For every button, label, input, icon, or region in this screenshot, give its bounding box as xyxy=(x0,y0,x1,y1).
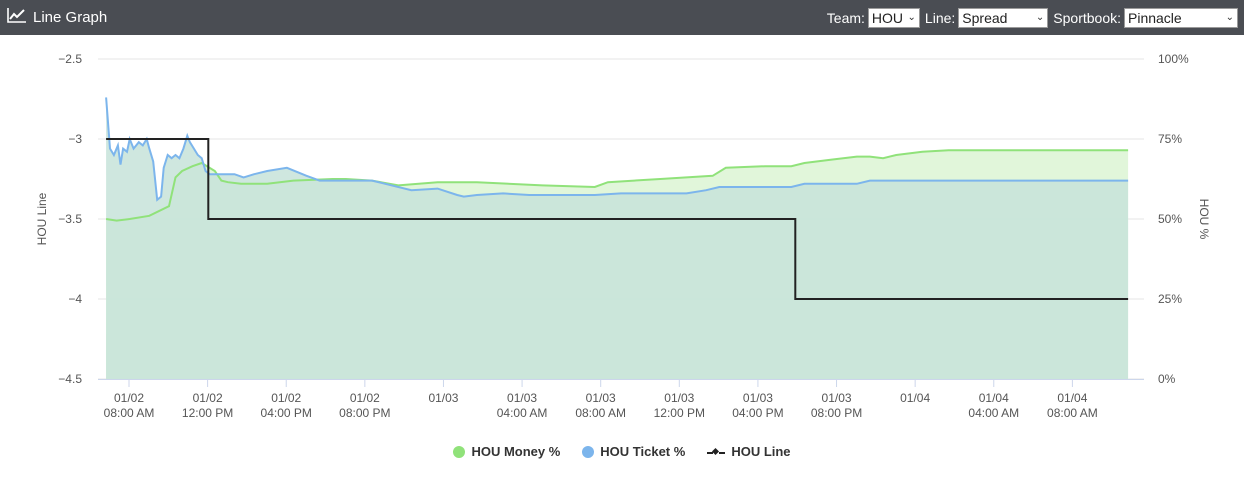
legend-line-label: HOU Line xyxy=(731,444,791,459)
x-tick-label-date: 01/02 xyxy=(114,391,144,405)
legend-ticket-dot xyxy=(582,445,595,458)
line-select[interactable]: Spread ⌄ xyxy=(958,7,1049,28)
x-tick-label-date: 01/03 xyxy=(428,391,458,405)
x-tick-label-date: 01/04 xyxy=(979,391,1009,405)
legend-item-money[interactable]: HOU Money % xyxy=(453,444,560,459)
legend-ticket-label: HOU Ticket % xyxy=(600,444,686,459)
x-tick-label-time: 12:00 PM xyxy=(182,406,233,420)
x-tick-label-date: 01/03 xyxy=(507,391,537,405)
chart-legend: HOU Money % HOU Ticket % HOU Line xyxy=(0,444,1244,459)
x-tick-label-date: 01/03 xyxy=(586,391,616,405)
legend-item-line[interactable]: HOU Line xyxy=(707,444,791,459)
x-tick-label-time: 04:00 PM xyxy=(261,406,312,420)
ticket-area xyxy=(106,97,1129,380)
x-tick-label-time: 08:00 PM xyxy=(811,406,862,420)
y-right-tick-label: 0% xyxy=(1158,372,1176,386)
team-label: Team: xyxy=(826,9,865,26)
legend-money-dot xyxy=(453,445,466,458)
series-area-layer xyxy=(106,97,1129,380)
y-right-tick-label: 50% xyxy=(1158,212,1182,226)
ticket-line xyxy=(105,97,1129,202)
y-right-axis-title: HOU % xyxy=(1197,199,1211,240)
y-left-tick-label: −2.5 xyxy=(58,52,82,66)
team-select-value: HOU xyxy=(871,9,904,26)
x-tick-label-date: 01/02 xyxy=(350,391,380,405)
line-label: Line: xyxy=(924,9,956,26)
team-select[interactable]: HOU ⌄ xyxy=(867,7,920,28)
sportsbook-label: Sportbook: xyxy=(1053,9,1121,26)
money-line xyxy=(105,149,1129,222)
x-tick-label-date: 01/03 xyxy=(822,391,852,405)
sportsbook-select-value: Pinnacle xyxy=(1128,9,1182,26)
legend-money-label: HOU Money % xyxy=(471,444,561,459)
y-left-tick-label: −3 xyxy=(68,132,82,146)
chevron-down-icon: ⌄ xyxy=(1035,12,1045,23)
line-chart: −2.5 100% −3 75% −3.5 50% −4 25% −4.5 0% HOU Line H… xyxy=(35,52,1211,420)
x-tick-label-time: 08:00 AM xyxy=(575,406,626,420)
x-tick-label-date: 01/03 xyxy=(743,391,773,405)
x-tick-label-time: 08:00 PM xyxy=(339,406,390,420)
hou-line xyxy=(106,138,1129,300)
x-tick-label-date: 01/02 xyxy=(271,391,301,405)
series-line-layer xyxy=(105,97,1129,300)
x-tick-label-time: 08:00 AM xyxy=(104,406,155,420)
x-tick-label-date: 01/03 xyxy=(664,391,694,405)
chevron-down-icon: ⌄ xyxy=(1225,12,1234,23)
x-tick-label-time: 12:00 PM xyxy=(654,406,705,420)
y-left-tick-label: −4.5 xyxy=(58,372,82,386)
header-bar: Line Graph Team: HOU ⌄ Line: Spread ⌄ Sp… xyxy=(0,0,1244,35)
line-chart-icon xyxy=(7,7,27,28)
y-right-tick-label: 25% xyxy=(1158,292,1182,306)
chevron-down-icon: ⌄ xyxy=(907,12,916,23)
x-tick-label-time: 04:00 AM xyxy=(497,406,548,420)
legend-line-symbol xyxy=(707,446,726,458)
y-left-axis-title: HOU Line xyxy=(35,192,49,245)
y-right-tick-label: 100% xyxy=(1158,52,1189,66)
y-left-tick-label: −3.5 xyxy=(58,212,82,226)
line-select-value: Spread xyxy=(962,9,1008,26)
title-group: Line Graph xyxy=(7,0,107,35)
x-tick-label-time: 04:00 AM xyxy=(968,406,1019,420)
y-right-tick-label: 75% xyxy=(1158,132,1182,146)
x-tick-label-date: 01/02 xyxy=(193,391,223,405)
x-tick-label-time: 08:00 AM xyxy=(1047,406,1098,420)
chart-controls: Team: HOU ⌄ Line: Spread ⌄ Sportbook: Pi… xyxy=(827,0,1238,35)
x-tick-label-time: 04:00 PM xyxy=(732,406,783,420)
x-tick-label-date: 01/04 xyxy=(900,391,930,405)
sportsbook-select[interactable]: Pinnacle ⌄ xyxy=(1124,7,1238,28)
axis-layer: −2.5 100% −3 75% −3.5 50% −4 25% −4.5 0% HOU Line H… xyxy=(35,52,1211,420)
legend-item-ticket[interactable]: HOU Ticket % xyxy=(582,444,685,459)
page-title: Line Graph xyxy=(33,9,108,26)
x-tick-label-date: 01/04 xyxy=(1057,391,1087,405)
y-left-tick-label: −4 xyxy=(68,292,82,306)
